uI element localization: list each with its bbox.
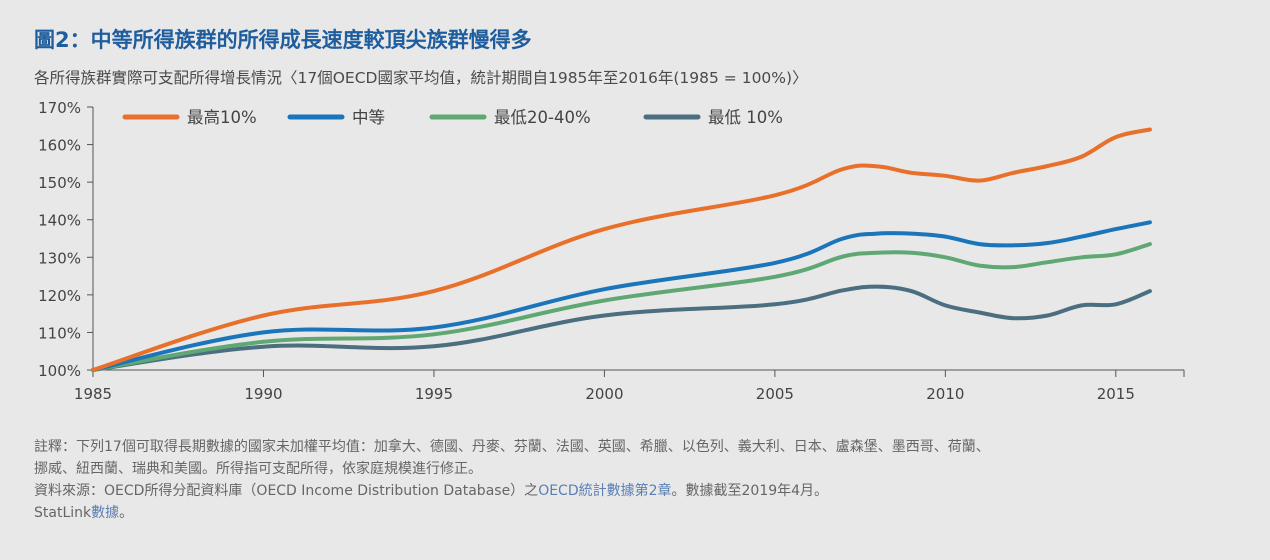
x-tick-label: 2000: [585, 385, 623, 403]
source-text: 資料來源：OECD所得分配資料庫（OECD Income Distributio…: [34, 483, 539, 499]
y-tick-label: 100%: [38, 362, 81, 380]
source-line: 資料來源：OECD所得分配資料庫（OECD Income Distributio…: [34, 480, 990, 502]
source-link[interactable]: OECD統計數據第2章: [538, 483, 672, 499]
statlink-suffix: 。: [119, 505, 134, 521]
statlink-link[interactable]: 數據: [91, 505, 120, 521]
y-tick-label: 130%: [38, 249, 81, 267]
notes-line: 挪威、紐西蘭、瑞典和美國。所得指可支配所得，依家庭規模進行修正。: [34, 461, 482, 477]
statlink-line: StatLink數據。: [34, 502, 990, 524]
series-line: [91, 284, 1152, 372]
x-tick-label: 1985: [74, 385, 112, 403]
chart-notes: 註釋：下列17個可取得長期數據的國家未加權平均值：加拿大、德國、丹麥、芬蘭、法國…: [34, 436, 990, 524]
series-line: [91, 220, 1152, 372]
chart-axes: 100% 110% 120% 130% 140% 150% 160% 170% 1985 1990…: [38, 99, 1185, 403]
y-tick-label: 120%: [38, 287, 81, 305]
chart-subtitle: 各所得族群實際可支配所得增長情況〈17個OECD國家平均值，統計期間自1985年…: [34, 69, 808, 87]
y-tick-label: 140%: [38, 212, 81, 230]
y-tick-label: 150%: [38, 174, 81, 192]
line-chart: 100% 110% 120% 130% 140% 150% 160% 170% 1985 1990…: [38, 99, 1185, 403]
legend-label: 最高10%: [187, 108, 257, 127]
statlink-text: StatLink: [34, 505, 92, 521]
y-tick-label: 160%: [38, 137, 81, 155]
legend-label: 中等: [352, 108, 385, 127]
notes-line: 註釋：下列17個可取得長期數據的國家未加權平均值：加拿大、德國、丹麥、芬蘭、法國…: [34, 439, 990, 455]
chart-title: 圖2：中等所得族群的所得成長速度較頂尖族群慢得多: [34, 28, 532, 52]
y-tick-label: 170%: [38, 99, 81, 117]
chart-lines: [91, 127, 1152, 372]
source-suffix: 。數據截至2019年4月。: [671, 483, 829, 499]
x-tick-label: 1990: [244, 385, 282, 403]
x-tick-label: 2015: [1097, 385, 1135, 403]
legend-label: 最低 10%: [708, 108, 783, 127]
x-tick-label: 2005: [756, 385, 794, 403]
y-tick-label: 110%: [38, 324, 81, 342]
series-line: [91, 127, 1152, 372]
legend-label: 最低20-40%: [494, 108, 591, 127]
x-tick-label: 2010: [926, 385, 964, 403]
series-line: [91, 242, 1152, 372]
x-tick-label: 1995: [415, 385, 453, 403]
chart-legend: 最高10% 中等 最低20-40% 最低 10%: [122, 108, 783, 127]
